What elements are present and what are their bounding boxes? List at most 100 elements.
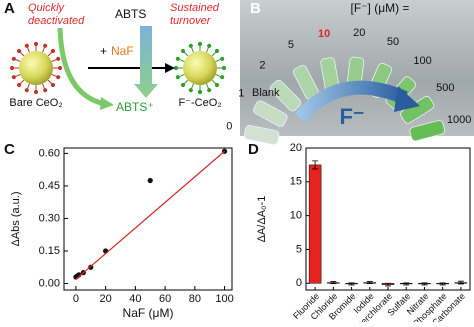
header: [F⁻] (μM) = (351, 1, 410, 15)
ceo2-particle (19, 51, 53, 85)
x-tick-label: 100 (215, 293, 233, 305)
spike-tip (188, 43, 193, 48)
bar (308, 164, 322, 284)
spikes (173, 41, 227, 95)
spike-tip (24, 43, 29, 48)
x-tick-label: 0 (73, 293, 79, 305)
error-bar (403, 282, 410, 286)
y-tick-label: 0.00 (39, 277, 60, 289)
panel-label: D (248, 141, 259, 158)
fit-line (75, 150, 225, 280)
spike-tip (9, 65, 15, 71)
x-tick-label: 20 (100, 293, 112, 305)
reagent-plus: + (100, 44, 107, 58)
spike-tip (33, 89, 39, 95)
particle-label: Bare CeO₂ (9, 97, 62, 109)
y-tick-label: 0.30 (39, 212, 60, 224)
spike-tip (43, 88, 48, 93)
spike-tip (221, 65, 227, 71)
substrate: ABTS (115, 7, 146, 21)
ceo2-particle (183, 51, 217, 85)
spike-tip (214, 48, 220, 54)
panel-label: A (4, 0, 15, 17)
spike-tip (207, 88, 212, 93)
y-tick-label: 15 (290, 176, 302, 188)
arrow-label: F⁻ (339, 104, 364, 129)
spike-tip (16, 48, 22, 54)
spike-tip (175, 56, 180, 61)
reagent: NaF (111, 44, 134, 58)
spike-tip (56, 75, 61, 80)
x-axis-label: NaF (μM) (123, 306, 174, 320)
plot-frame (305, 147, 471, 291)
spike-tip (50, 82, 56, 88)
particle-label: F⁻-CeO₂ (178, 97, 221, 109)
spike-tip (57, 65, 63, 71)
spike-tip (11, 75, 16, 80)
x-tick-label: 40 (129, 293, 141, 305)
plot-frame (63, 147, 233, 291)
concentration-label: 0 (226, 121, 232, 133)
spike-tip (214, 82, 220, 88)
spike-tip (180, 82, 186, 88)
panel-b: F⁻ B [F⁻] (μM) = Blank 0 1 2 5 10 20 50 100 500 1… (226, 0, 474, 145)
x-tick-label: 80 (189, 293, 201, 305)
error-bar (366, 281, 373, 284)
spike-tip (43, 43, 48, 48)
y-tick-label: 0 (296, 277, 302, 289)
spike-tip (197, 89, 203, 95)
vial (409, 120, 445, 142)
concentration-label: 2 (259, 60, 265, 72)
curved-arrow (57, 27, 106, 107)
error-bar (348, 282, 355, 286)
error-bar (312, 160, 319, 170)
concentration-label: 50 (387, 36, 399, 48)
concentration-label: 500 (436, 82, 454, 94)
y-tick-label: 0.45 (39, 180, 60, 192)
spike-tip (207, 43, 212, 48)
spike-tip (175, 75, 180, 80)
concentration-label: 10 (318, 28, 330, 40)
vial (243, 125, 280, 145)
note: deactivated (28, 15, 85, 27)
blank-label: Blank (252, 87, 280, 99)
concentrations: 0 1 2 5 10 20 50 100 500 1000 (226, 27, 471, 133)
y-tick-label: 10 (290, 210, 302, 222)
concentration-label: 1 (238, 88, 244, 100)
product: ABTS⁺ (116, 100, 154, 114)
arrow-head (394, 86, 420, 112)
y-tick-label: 0.60 (39, 147, 60, 159)
vial (269, 79, 302, 112)
panel-label: B (250, 0, 261, 17)
error-bar (457, 280, 464, 285)
error-bar (385, 282, 391, 287)
spike-tip (188, 88, 193, 93)
y-tick-label: 20 (290, 142, 302, 154)
x-tick-label: 60 (159, 293, 171, 305)
concentration-label: 5 (288, 39, 294, 51)
spike-tip (16, 82, 22, 88)
note: turnover (170, 15, 212, 27)
concentration-label: 100 (413, 55, 431, 67)
y-axis-label: ΔAbs (a.u.) (10, 191, 22, 246)
point (147, 177, 153, 184)
error-bar (439, 282, 446, 286)
note: Quickly (28, 2, 66, 14)
spike-tip (180, 48, 186, 54)
gradient-arrow (134, 26, 158, 98)
arrow-head (100, 97, 114, 110)
spike-tip (33, 41, 39, 47)
concentration-label: 1000 (447, 114, 471, 126)
spike-tip (220, 56, 225, 61)
spike-tip (56, 56, 61, 61)
note: Sustained (170, 2, 220, 14)
spikes (9, 41, 63, 95)
vial (253, 100, 288, 127)
curved-arrow (294, 80, 408, 123)
concentration-label: 20 (353, 27, 365, 39)
spike-tip (220, 75, 225, 80)
spike-tip (24, 88, 29, 93)
y-tick-label: 0.15 (39, 245, 60, 257)
spike-tip (50, 48, 56, 54)
